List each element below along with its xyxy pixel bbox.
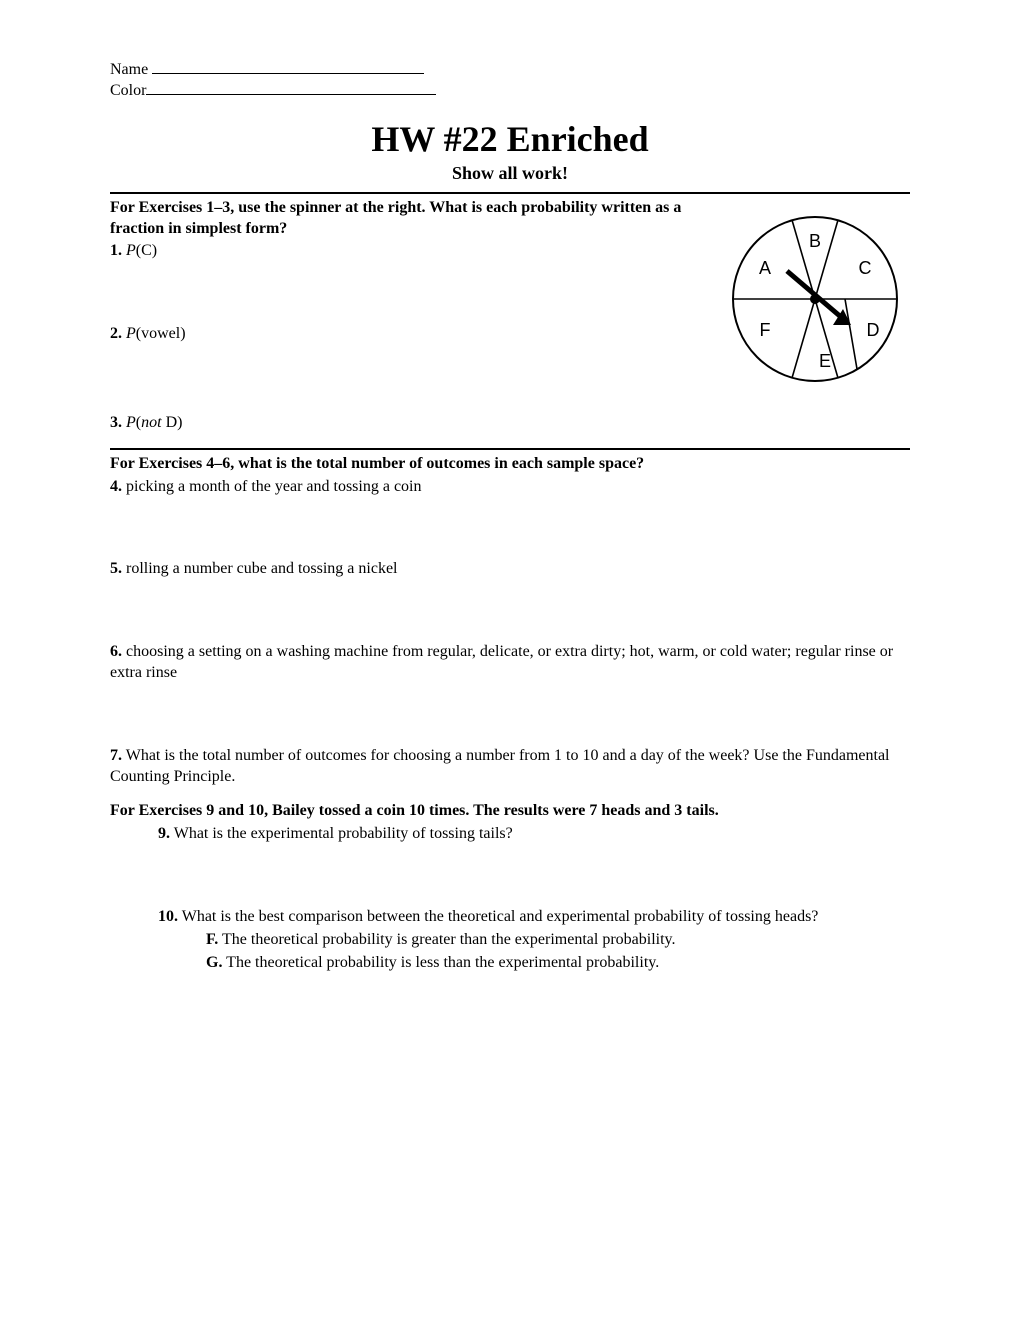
color-blank xyxy=(146,94,436,95)
q9-body: What is the experimental probability of … xyxy=(170,825,513,842)
svg-text:F: F xyxy=(760,320,771,340)
optG-letter: G. xyxy=(206,954,222,971)
q7-body: What is the total number of outcomes for… xyxy=(110,747,890,785)
q3-close: D) xyxy=(162,414,183,431)
q2-arg: (vowel) xyxy=(136,325,186,342)
q5-body: rolling a number cube and tossing a nick… xyxy=(122,560,397,577)
svg-text:B: B xyxy=(809,231,821,251)
question-4: 4. picking a month of the year and tossi… xyxy=(110,477,910,498)
optF-letter: F. xyxy=(206,931,218,948)
name-field-line: Name xyxy=(110,60,910,81)
section3-heading: For Exercises 9 and 10, Bailey tossed a … xyxy=(110,801,910,822)
page-subtitle: Show all work! xyxy=(110,162,910,185)
q6-num: 6. xyxy=(110,643,122,660)
q2-fn: P xyxy=(126,325,136,342)
q9-num: 9. xyxy=(158,825,170,842)
spinner-diagram: A B C D E F xyxy=(720,204,910,411)
q6-body: choosing a setting on a washing machine … xyxy=(110,643,893,681)
q3-fn: P xyxy=(126,414,136,431)
svg-text:E: E xyxy=(819,351,831,371)
name-blank xyxy=(152,73,424,74)
optF-body: The theoretical probability is greater t… xyxy=(218,931,675,948)
option-f: F. The theoretical probability is greate… xyxy=(110,930,910,951)
color-field-line: Color xyxy=(110,81,910,102)
section2-heading: For Exercises 4–6, what is the total num… xyxy=(110,454,910,475)
question-9: 9. What is the experimental probability … xyxy=(110,824,910,845)
page-title: HW #22 Enriched xyxy=(110,116,910,163)
question-3: 3. P(not D) xyxy=(110,413,910,434)
divider-2 xyxy=(110,448,910,450)
q1-num: 1. xyxy=(110,242,122,259)
q4-body: picking a month of the year and tossing … xyxy=(122,478,421,495)
svg-text:C: C xyxy=(859,258,872,278)
question-6: 6. choosing a setting on a washing machi… xyxy=(110,642,910,684)
q10-num: 10. xyxy=(158,908,178,925)
q3-not: not xyxy=(141,414,161,431)
q3-num: 3. xyxy=(110,414,122,431)
name-label: Name xyxy=(110,60,148,81)
section-2: For Exercises 4–6, what is the total num… xyxy=(110,454,910,788)
section-1: A B C D E F For Exercises 1–3, use the s… xyxy=(110,198,910,444)
q1-arg: (C) xyxy=(136,242,157,259)
q2-num: 2. xyxy=(110,325,122,342)
spinner-arrow xyxy=(787,271,851,325)
header-fields: Name Color xyxy=(110,60,910,102)
question-5: 5. rolling a number cube and tossing a n… xyxy=(110,559,910,580)
q7-num: 7. xyxy=(110,747,122,764)
question-7: 7. What is the total number of outcomes … xyxy=(110,746,910,788)
option-g: G. The theoretical probability is less t… xyxy=(110,953,910,974)
divider-1 xyxy=(110,192,910,194)
color-label: Color xyxy=(110,81,146,102)
q1-fn: P xyxy=(126,242,136,259)
svg-text:D: D xyxy=(867,320,880,340)
svg-text:A: A xyxy=(759,258,771,278)
q4-num: 4. xyxy=(110,478,122,495)
q10-body: What is the best comparison between the … xyxy=(178,908,818,925)
question-10: 10. What is the best comparison between … xyxy=(110,907,910,928)
section-3: For Exercises 9 and 10, Bailey tossed a … xyxy=(110,801,910,973)
q5-num: 5. xyxy=(110,560,122,577)
optG-body: The theoretical probability is less than… xyxy=(222,954,659,971)
